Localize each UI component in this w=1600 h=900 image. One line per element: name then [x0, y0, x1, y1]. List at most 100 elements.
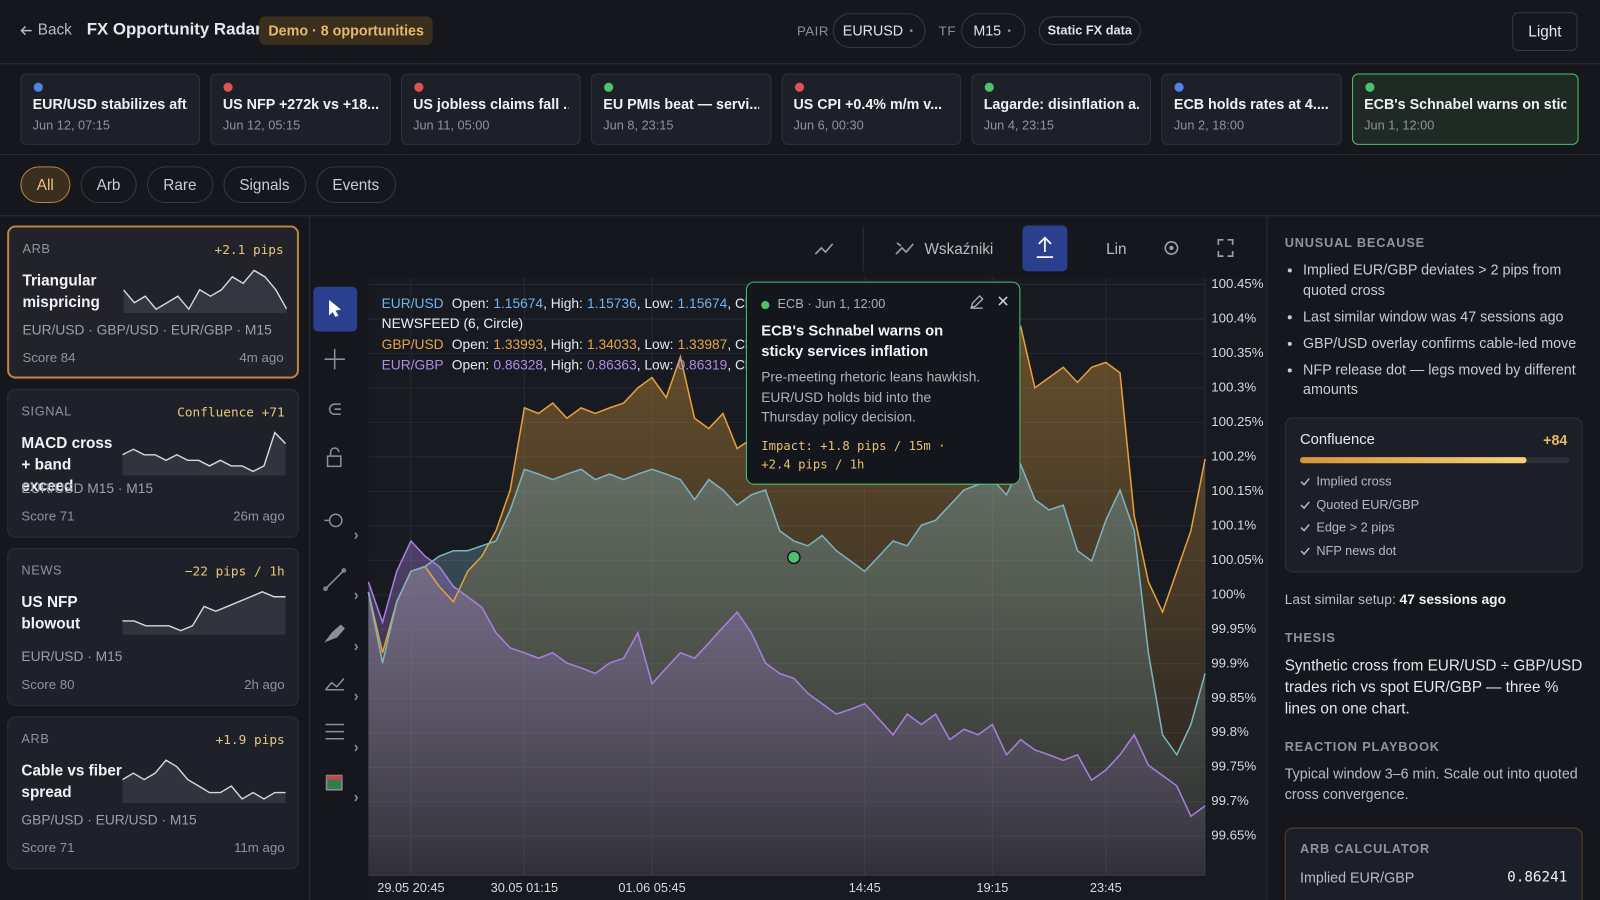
fib-tool[interactable] — [325, 723, 344, 740]
check-label: Edge > 2 pips — [1316, 520, 1395, 535]
sparkline-line — [123, 269, 287, 311]
filter-tab[interactable]: Events — [316, 166, 396, 204]
news-time: Jun 8, 23:15 — [603, 118, 674, 133]
low-label: , Low: — [637, 357, 674, 372]
opportunity-card[interactable]: ARB +2.1 pips Triangular mispricing EUR/USD… — [7, 225, 299, 379]
open: 0.86328 — [493, 357, 543, 372]
x-tick-label: 23:45 — [1090, 880, 1122, 895]
status-dot — [223, 82, 234, 92]
event-impact: Impact: +1.8 pips / 15m · +2.4 pips / 1h — [761, 438, 946, 472]
opportunity-card[interactable]: ARB +1.9 pips Cable vs fiber spread GBP/USD… — [7, 716, 299, 870]
opportunity-list: ARB +2.1 pips Triangular mispricing EUR/USD… — [7, 225, 299, 900]
ohlc-legend: GBP/USD Open: 1.33993, High: 1.34033, Low: 1… — [382, 337, 774, 352]
cursor-tool[interactable] — [313, 286, 358, 332]
y-tick-label: 100.25% — [1211, 414, 1264, 429]
news-card[interactable]: US CPI +0.4% m/m v... Jun 6, 00:30 — [781, 73, 962, 145]
divider — [0, 215, 1600, 217]
open: 1.33993 — [493, 337, 543, 352]
x-tick-label: 01.06 05:45 — [618, 880, 685, 895]
news-card[interactable]: EU PMIs beat — servi... Jun 8, 23:15 — [591, 73, 772, 145]
sparkline-line — [122, 759, 286, 800]
x-tick-label: 30.05 01:15 — [491, 880, 558, 895]
card-age: 26m ago — [233, 508, 285, 524]
check-item: Quoted EUR/GBP — [1300, 497, 1419, 512]
divider — [0, 154, 1600, 156]
snapshot-button[interactable] — [1022, 225, 1068, 272]
pattern-tool[interactable] — [324, 678, 345, 691]
indicators-button[interactable]: Wskaźniki — [895, 241, 993, 258]
opportunity-card[interactable]: NEWS −22 pips / 1h US NFP blowout EUR/USD ·… — [7, 547, 299, 707]
x-tick-label: 19:15 — [976, 880, 1008, 895]
card-score: Score 71 — [21, 508, 75, 524]
trendline-tool[interactable] — [323, 568, 347, 592]
card-title: MACD cross + band exceed — [21, 434, 113, 495]
chart: Wskaźniki Lin 100.45%100.4%100.35%100.3 — [310, 216, 1267, 900]
y-tick-label: 100.05% — [1211, 552, 1264, 567]
y-tick-label: 99.8% — [1211, 724, 1249, 739]
crosshair-tool[interactable] — [324, 348, 345, 370]
scale-toggle[interactable]: Lin — [1106, 241, 1126, 258]
status-dot — [1365, 82, 1375, 92]
x-tick-label: 14:45 — [849, 880, 881, 895]
fullscreen-button[interactable] — [1217, 238, 1234, 257]
confluence-bar — [1299, 457, 1527, 464]
image-tool[interactable] — [325, 774, 343, 791]
unusual-list: Implied EUR/GBP deviates > 2 pips from q… — [1285, 260, 1600, 406]
sparkline — [122, 431, 286, 476]
status-dot — [414, 82, 424, 92]
pair-select[interactable]: EURUSD — [832, 13, 926, 48]
measure-tool[interactable] — [324, 513, 343, 528]
filter-tab[interactable]: Rare — [146, 166, 213, 204]
sparkline — [123, 269, 287, 314]
theme-toggle[interactable]: Light — [1512, 12, 1578, 52]
news-card[interactable]: EUR/USD stabilizes aft... Jun 12, 07:15 — [20, 73, 201, 145]
sparkline-line — [122, 431, 286, 473]
open-label: Open: — [452, 337, 489, 352]
card-title: US NFP blowout — [21, 593, 81, 633]
card-score: Score 80 — [21, 676, 75, 692]
chart-panel: Wskaźniki Lin 100.45% 100.4% 100.35% 100.3 — [309, 216, 1268, 900]
filter-tab[interactable]: Signals — [222, 166, 306, 204]
tool-chevrons — [354, 532, 359, 802]
filter-tab[interactable]: All — [20, 166, 71, 204]
high-label: , High: — [543, 296, 583, 311]
low: 1.33987 — [678, 337, 728, 352]
settings-button[interactable] — [1164, 241, 1179, 255]
sparkline-line — [122, 591, 286, 632]
playbook-text: Typical window 3–6 min. Scale out into q… — [1284, 765, 1578, 803]
series-name: EUR/GBP — [382, 357, 444, 372]
news-card[interactable]: US NFP +272k vs +18... Jun 12, 05:15 — [210, 73, 391, 145]
magnet-tool[interactable] — [328, 403, 341, 416]
news-card[interactable]: ECB's Schnabel warns on stic... Jun 1, 12… — [1351, 73, 1579, 145]
news-time: Jun 2, 18:00 — [1173, 118, 1245, 133]
event-marker[interactable] — [786, 550, 801, 565]
back-button[interactable]: Back — [20, 21, 72, 39]
lock-tool[interactable] — [326, 447, 342, 468]
close-button[interactable] — [997, 295, 1009, 307]
pair-value: EURUSD — [842, 22, 904, 39]
open-label: Open: — [452, 296, 490, 311]
news-card[interactable]: US jobless claims fall ... Jun 11, 05:00 — [400, 73, 581, 145]
sparkline — [122, 759, 286, 804]
news-card[interactable]: ECB holds rates at 4.... Jun 2, 18:00 — [1161, 73, 1342, 145]
high-label: , High: — [543, 337, 583, 352]
brush-tool[interactable] — [324, 624, 345, 643]
sparkline-area — [123, 270, 287, 314]
chart-type-button[interactable] — [814, 243, 834, 255]
news-time: Jun 11, 05:00 — [413, 118, 490, 133]
tf-select[interactable]: M15 — [961, 13, 1026, 48]
news-card[interactable]: Lagarde: disinflation a... Jun 4, 23:15 — [971, 73, 1152, 145]
high: 1.34033 — [587, 337, 637, 352]
low: 1.15674 — [678, 296, 728, 311]
edit-button[interactable] — [969, 294, 984, 309]
y-tick-label: 100.4% — [1211, 310, 1256, 325]
confluence-box: Confluence +84 Implied cross Quoted EUR/G… — [1284, 417, 1583, 573]
news-time: Jun 12, 05:15 — [222, 118, 301, 133]
news-title: ECB's Schnabel warns on stic... — [1364, 95, 1567, 113]
filter-tab[interactable]: Arb — [80, 166, 137, 204]
card-title: Triangular mispricing — [22, 272, 100, 312]
card-metric: +2.1 pips — [214, 241, 284, 258]
check-icon — [1300, 478, 1310, 486]
opportunity-card[interactable]: SIGNAL Confluence +71 MACD cross + band ex… — [7, 388, 299, 538]
